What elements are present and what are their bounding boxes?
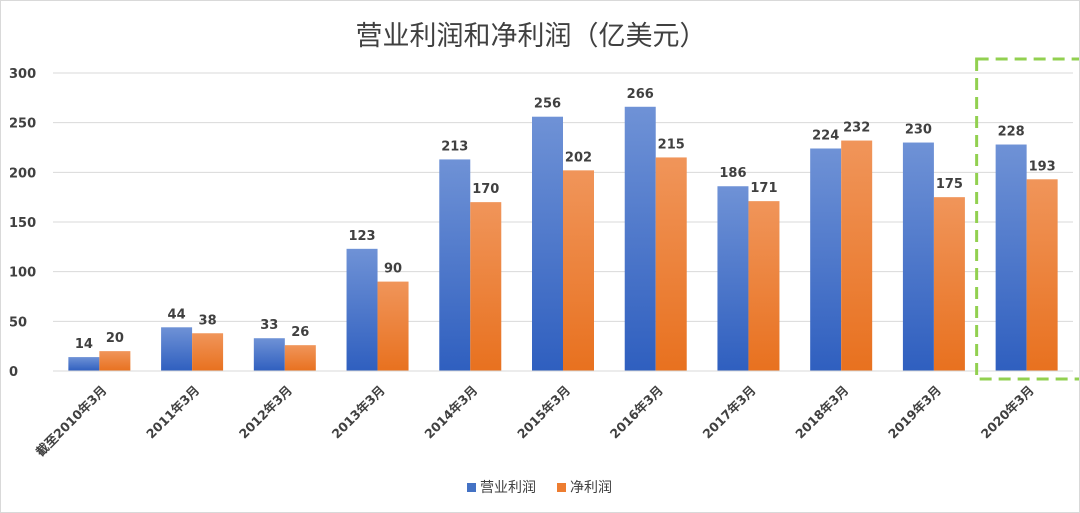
x-axis: 截至2010年3月 2011年3月 2012年3月 2013年3月 2014年3月 201… [33,370,1073,460]
data-label: 26 [291,325,309,340]
bar-operating-profit [810,148,842,371]
x-tick-label: 2020年3月 [978,383,1037,442]
legend-label: 净利润 [570,480,612,496]
data-label: 38 [199,313,217,328]
x-tick-label: 2015年3月 [514,383,573,442]
bar-operating-profit [624,106,656,372]
y-tick-label: 200 [9,166,36,181]
x-tick-label: 截至2010年3月 [33,383,110,460]
data-label: 123 [348,229,375,244]
bar-net-profit [563,170,594,371]
data-label: 224 [812,128,839,143]
legend-swatch [557,483,566,492]
bar-operating-profit [995,144,1027,371]
data-label: 193 [1029,159,1056,174]
data-label: 186 [719,166,746,181]
data-label: 175 [936,177,963,192]
highlight-box [975,57,1079,381]
x-tick-label: 2011年3月 [143,383,202,442]
data-label: 215 [658,137,685,152]
highlight-layer [975,57,1079,381]
data-label: 232 [843,121,870,136]
data-label: 266 [627,87,654,102]
data-label: 44 [168,307,186,322]
bar-net-profit [99,351,131,371]
x-tick-label: 2016年3月 [607,383,666,442]
chart-title: 营业利润和净利润（亿美元） [356,21,707,52]
data-label: 33 [260,318,278,333]
data-label: 213 [441,139,468,154]
y-tick-label: 250 [9,117,36,132]
bar-net-profit [655,157,687,371]
data-label: 228 [998,125,1025,140]
data-label: 256 [534,97,561,112]
y-tick-label: 300 [9,67,36,82]
bar-operating-profit [68,357,100,371]
data-label: 230 [905,123,932,138]
bar-operating-profit [439,159,471,371]
bar-operating-profit [253,338,285,371]
y-axis: 0 50 100 150 200 250 300 [9,67,36,380]
bar-net-profit [1026,179,1058,371]
x-tick-label: 2017年3月 [700,383,759,442]
bar-operating-profit [346,248,378,371]
bar-operating-profit [717,186,749,371]
x-tick-label: 2019年3月 [885,383,944,442]
bar-net-profit [470,202,502,371]
bar-operating-profit [161,327,193,371]
bars [68,106,1058,372]
x-tick-label: 2014年3月 [421,383,480,442]
y-tick-label: 0 [9,365,18,380]
data-label: 171 [750,181,777,196]
data-label: 202 [565,150,592,165]
data-label: 170 [472,182,499,197]
bar-net-profit [377,281,409,371]
legend-swatch [467,483,476,492]
bar-net-profit [933,197,965,371]
x-tick-label: 2018年3月 [792,383,851,442]
data-label: 90 [384,262,402,277]
bar-net-profit [748,201,780,371]
y-tick-label: 50 [9,315,27,330]
x-tick-label: 2013年3月 [329,383,388,442]
legend: 营业利润 净利润 [467,480,612,496]
data-label: 20 [106,331,124,346]
legend-label: 营业利润 [480,480,536,496]
data-labels: 14 20 44 38 33 26 123 90 213 170 256 202 266 215 186 17… [75,87,1056,352]
bar-net-profit [284,345,316,371]
data-label: 14 [75,337,93,352]
y-tick-label: 100 [9,266,36,281]
bar-net-profit [841,140,873,371]
bar-operating-profit [902,142,934,371]
bar-operating-profit [532,116,563,371]
y-tick-label: 150 [9,216,36,231]
bar-net-profit [192,333,224,371]
x-tick-label: 2012年3月 [236,383,295,442]
